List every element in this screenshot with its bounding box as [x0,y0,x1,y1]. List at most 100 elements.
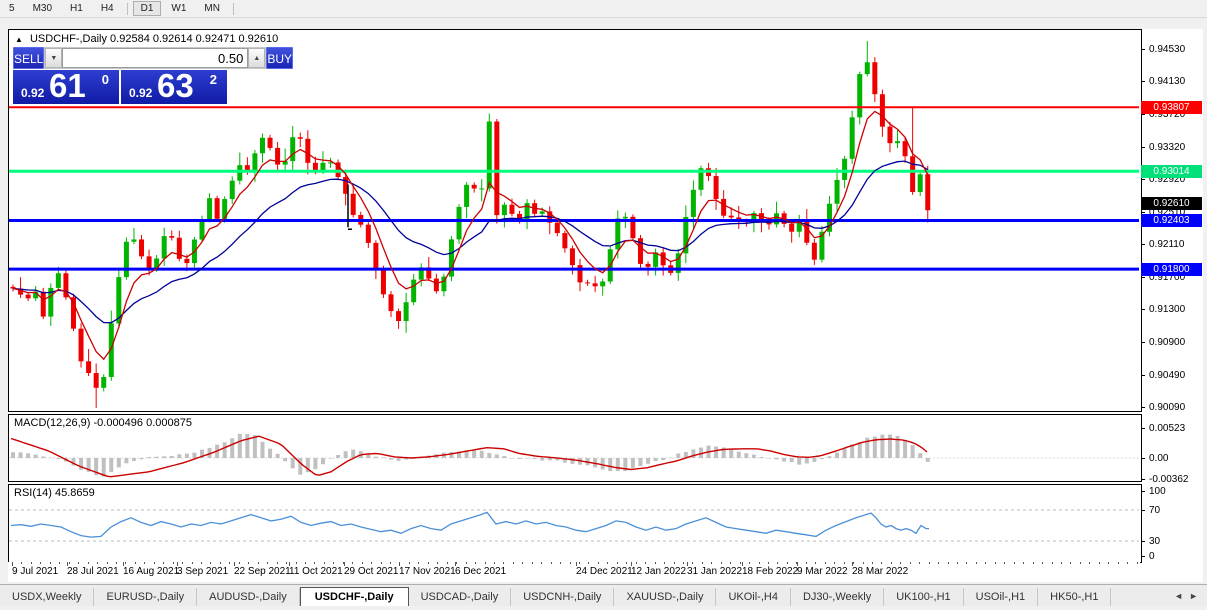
time-minor-tick [1079,562,1081,564]
price-label: 0.92110 [1149,239,1185,250]
macd-tick [1141,428,1145,429]
chart-tab-eurusddaily[interactable]: EURUSD-,Daily [94,588,198,606]
time-minor-tick [1023,562,1025,564]
date-label: 17 Nov 2021 [399,566,456,577]
time-minor-tick [1060,562,1062,564]
volume-increase-button[interactable]: ▲ [248,48,266,68]
price-tick [1141,342,1145,343]
rsi-label: 70 [1149,505,1161,516]
main-chart-pane[interactable]: ▲ USDCHF-,Daily 0.92584 0.92614 0.92471 … [8,29,1142,412]
chart-tab-usdcnhdaily[interactable]: USDCNH-,Daily [511,588,615,606]
time-minor-tick [928,562,930,564]
time-minor-tick [768,562,769,564]
time-major-tick [289,562,290,566]
volume-decrease-button[interactable]: ▼ [45,48,63,68]
time-minor-tick [531,562,533,564]
tab-scroll-right-icon[interactable]: ► [1189,590,1198,601]
time-minor-tick [522,562,524,564]
price-tick [1141,179,1145,180]
time-minor-tick [673,562,675,564]
time-minor-tick [106,562,108,564]
timeframe-button-h1[interactable]: H1 [70,3,83,14]
rsi-label: RSI(14) 45.8659 [14,487,95,499]
price-label: 0.90900 [1149,337,1186,348]
date-label: 28 Mar 2022 [852,566,909,577]
price-box-0.93014: 0.93014 [1141,164,1202,178]
tab-scroll-arrows: ◄ ► [1171,591,1201,601]
sell-button[interactable]: SELL [13,47,45,69]
chart-tab-audusddaily[interactable]: AUDUSD-,Daily [197,588,300,606]
triangle-icon: ▲ [15,35,23,44]
time-minor-tick [682,562,684,564]
chart-tab-uk100h1[interactable]: UK100-,H1 [884,588,964,606]
rsi-tick [1141,510,1145,511]
timeframe-button-w1[interactable]: W1 [171,3,187,14]
timeframe-button-5[interactable]: 5 [9,3,15,14]
chart-tab-xauusddaily[interactable]: XAUUSD-,Daily [614,588,717,606]
date-label: 12 Jan 2022 [631,566,687,577]
price-label: 0.90490 [1149,370,1186,381]
toolbar-separator [232,2,234,15]
price-box-0.92610: 0.92610 [1141,197,1202,211]
time-minor-tick [1127,562,1129,564]
time-minor-tick [1117,562,1119,564]
time-minor-tick [503,562,505,564]
time-major-tick [123,562,124,566]
date-label: 31 Jan 2022 [687,566,743,577]
chart-tab-hk50h1[interactable]: HK50-,H1 [1038,588,1112,606]
chart-tab-usdxweekly[interactable]: USDX,Weekly [0,588,95,606]
time-minor-tick [730,562,732,564]
time-minor-tick [134,562,136,564]
time-minor-tick [1013,562,1015,564]
time-minor-tick [635,562,637,564]
time-minor-tick [664,562,666,564]
chart-tab-ukoilh4[interactable]: UKOil-,H4 [716,588,791,606]
date-label: 29 Oct 2021 [344,566,399,577]
time-minor-tick [219,562,221,564]
time-minor-tick [361,562,363,564]
timeframe-button-mn[interactable]: MN [204,3,220,14]
chart-tab-usoilh1[interactable]: USOil-,H1 [964,588,1039,606]
time-minor-tick [871,562,873,564]
time-minor-tick [966,562,968,564]
tab-scroll-left-icon[interactable]: ◄ [1174,590,1184,601]
price-label: 0.91700 [1149,272,1186,283]
one-click-trade-panel: SELL ▼ ▲ BUY 0.92 61 0 0.92 [13,47,294,104]
rsi-tick [1141,541,1145,542]
volume-input[interactable] [62,48,249,68]
time-minor-tick [21,562,23,564]
time-minor-tick [115,562,117,564]
time-minor-tick [654,562,656,564]
time-minor-tick [144,562,146,564]
chart-tab-usdchfdaily[interactable]: USDCHF-,Daily [299,587,409,606]
time-minor-tick [1042,562,1044,564]
rsi-pane[interactable]: RSI(14) 45.8659 [8,484,1142,563]
rsi-tick [1141,491,1145,492]
chart-tab-usdcaddaily[interactable]: USDCAD-,Daily [409,588,512,606]
timeframe-button-m30[interactable]: M30 [32,3,53,14]
sell-price-pip: 0 [101,72,109,87]
chart-tab-dj30weekly[interactable]: DJ30-,Weekly [791,588,885,606]
time-minor-tick [569,562,571,564]
time-minor-tick [342,562,344,564]
timeframe-button-d1[interactable]: D1 [132,1,162,16]
macd-pane[interactable]: MACD(12,26,9) -0.000496 0.000875 [8,414,1142,482]
time-minor-tick [380,562,382,564]
buy-button[interactable]: BUY [266,47,294,69]
time-major-tick [852,562,853,566]
sell-price-tile[interactable]: 0.92 61 0 [13,67,119,104]
time-minor-tick [834,562,836,564]
price-tick [1141,277,1145,278]
time-major-tick [576,562,577,566]
candlestick-canvas[interactable] [9,30,1139,409]
date-label: 11 Oct 2021 [289,566,343,577]
price-box-0.92403: 0.92403 [1141,214,1202,228]
price-box-0.91800: 0.91800 [1141,262,1202,276]
time-minor-tick [692,562,694,564]
time-minor-tick [465,562,467,564]
timeframe-button-h4[interactable]: H4 [100,3,114,14]
time-minor-tick [286,562,288,564]
time-minor-tick [484,562,486,564]
buy-price-tile[interactable]: 0.92 63 2 [121,67,227,104]
